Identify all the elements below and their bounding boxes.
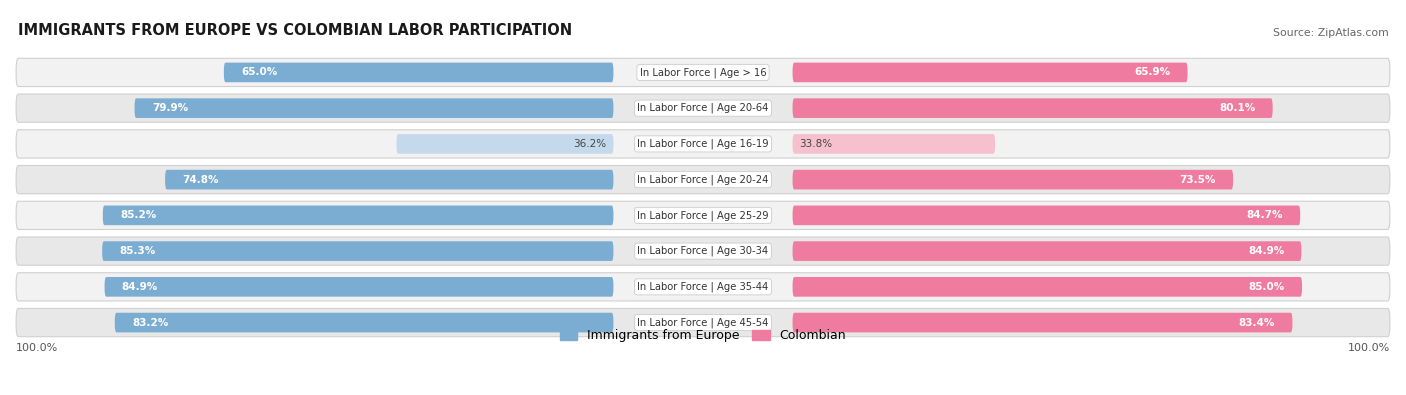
FancyBboxPatch shape — [165, 170, 613, 190]
FancyBboxPatch shape — [793, 241, 1302, 261]
Text: 84.9%: 84.9% — [1249, 246, 1284, 256]
Text: In Labor Force | Age 25-29: In Labor Force | Age 25-29 — [637, 210, 769, 221]
Text: 74.8%: 74.8% — [183, 175, 219, 184]
FancyBboxPatch shape — [793, 98, 1272, 118]
Text: 79.9%: 79.9% — [152, 103, 188, 113]
FancyBboxPatch shape — [15, 130, 1391, 158]
Text: 100.0%: 100.0% — [1347, 342, 1391, 353]
FancyBboxPatch shape — [103, 205, 613, 225]
Text: 85.2%: 85.2% — [120, 211, 156, 220]
Legend: Immigrants from Europe, Colombian: Immigrants from Europe, Colombian — [555, 324, 851, 347]
Text: In Labor Force | Age 20-24: In Labor Force | Age 20-24 — [637, 174, 769, 185]
FancyBboxPatch shape — [135, 98, 613, 118]
Text: 84.9%: 84.9% — [122, 282, 157, 292]
FancyBboxPatch shape — [15, 58, 1391, 87]
Text: 80.1%: 80.1% — [1219, 103, 1256, 113]
Text: In Labor Force | Age 16-19: In Labor Force | Age 16-19 — [637, 139, 769, 149]
Text: 85.3%: 85.3% — [120, 246, 156, 256]
Text: In Labor Force | Age > 16: In Labor Force | Age > 16 — [640, 67, 766, 78]
FancyBboxPatch shape — [793, 277, 1302, 297]
FancyBboxPatch shape — [15, 273, 1391, 301]
FancyBboxPatch shape — [104, 277, 613, 297]
Text: 36.2%: 36.2% — [574, 139, 606, 149]
FancyBboxPatch shape — [793, 313, 1292, 333]
Text: 100.0%: 100.0% — [15, 342, 59, 353]
Text: 83.2%: 83.2% — [132, 318, 169, 327]
FancyBboxPatch shape — [793, 170, 1233, 190]
Text: 65.9%: 65.9% — [1135, 68, 1170, 77]
FancyBboxPatch shape — [793, 62, 1188, 82]
Text: 85.0%: 85.0% — [1249, 282, 1285, 292]
Text: In Labor Force | Age 30-34: In Labor Force | Age 30-34 — [637, 246, 769, 256]
FancyBboxPatch shape — [15, 237, 1391, 265]
Text: 33.8%: 33.8% — [800, 139, 832, 149]
FancyBboxPatch shape — [15, 94, 1391, 122]
Text: In Labor Force | Age 35-44: In Labor Force | Age 35-44 — [637, 282, 769, 292]
FancyBboxPatch shape — [15, 308, 1391, 337]
Text: 84.7%: 84.7% — [1247, 211, 1284, 220]
FancyBboxPatch shape — [15, 166, 1391, 194]
FancyBboxPatch shape — [115, 313, 613, 333]
FancyBboxPatch shape — [793, 205, 1301, 225]
Text: IMMIGRANTS FROM EUROPE VS COLOMBIAN LABOR PARTICIPATION: IMMIGRANTS FROM EUROPE VS COLOMBIAN LABO… — [17, 23, 572, 38]
FancyBboxPatch shape — [15, 201, 1391, 229]
FancyBboxPatch shape — [396, 134, 613, 154]
Text: In Labor Force | Age 20-64: In Labor Force | Age 20-64 — [637, 103, 769, 113]
Text: 65.0%: 65.0% — [240, 68, 277, 77]
FancyBboxPatch shape — [793, 134, 995, 154]
Text: In Labor Force | Age 45-54: In Labor Force | Age 45-54 — [637, 317, 769, 328]
FancyBboxPatch shape — [103, 241, 613, 261]
FancyBboxPatch shape — [224, 62, 613, 82]
Text: 73.5%: 73.5% — [1180, 175, 1216, 184]
Text: 83.4%: 83.4% — [1239, 318, 1275, 327]
Text: Source: ZipAtlas.com: Source: ZipAtlas.com — [1272, 28, 1389, 38]
